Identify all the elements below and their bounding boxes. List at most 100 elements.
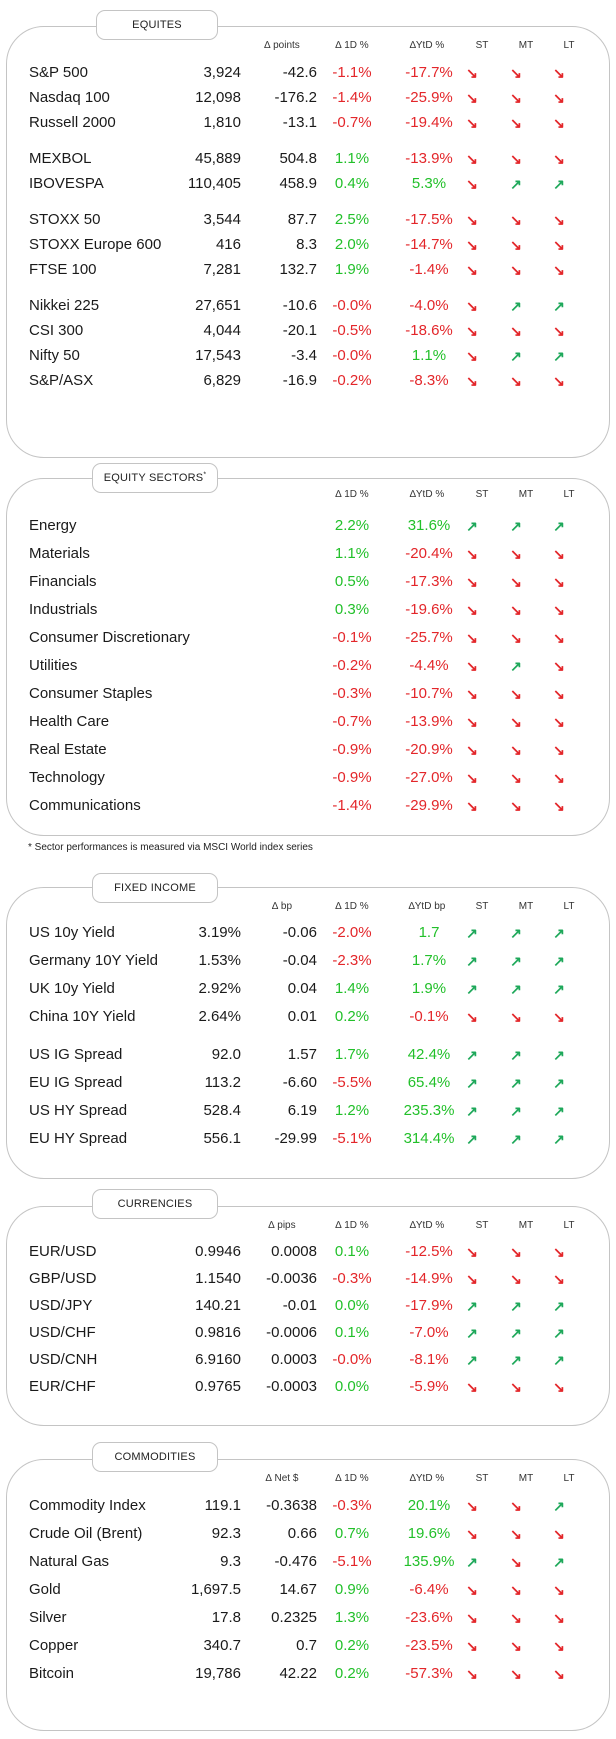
row-name: S&P 500 <box>29 64 88 81</box>
col-header-st: ST <box>475 40 489 51</box>
row-change: -0.01 <box>282 1297 317 1314</box>
trend-down-arrow-icon: ↘ <box>466 65 478 81</box>
section-title-currencies: CURRENCIES <box>92 1189 218 1219</box>
row-change-1d: 0.2% <box>334 1637 370 1654</box>
row-change-1d: 1.3% <box>334 1609 370 1626</box>
row-value: 1.53% <box>198 952 241 969</box>
row-change-ytd: -8.3% <box>409 372 449 389</box>
row-value: 6.9160 <box>195 1351 241 1368</box>
trend-up-arrow-icon: ↗ <box>510 1047 522 1063</box>
row-name: EUR/USD <box>29 1243 97 1260</box>
trend-down-arrow-icon: ↘ <box>553 115 565 131</box>
trend-down-arrow-icon: ↘ <box>553 90 565 106</box>
trend-up-arrow-icon: ↗ <box>466 1554 478 1570</box>
row-value: 340.7 <box>203 1637 241 1654</box>
table-row: Industrials 0.3% -19.6% ↘ ↘ ↘ <box>7 600 609 620</box>
row-change-1d: -2.3% <box>332 952 372 969</box>
trend-down-arrow-icon: ↘ <box>466 1271 478 1287</box>
row-change-1d: -0.5% <box>332 322 372 339</box>
row-name: GBP/USD <box>29 1270 97 1287</box>
row-value: 3.19% <box>198 924 241 941</box>
table-row: Consumer Discretionary -0.1% -25.7% ↘ ↘ ↘ <box>7 628 609 648</box>
trend-up-arrow-icon: ↗ <box>553 925 565 941</box>
row-change-ytd: 42.4% <box>407 1046 451 1063</box>
row-change-1d: -2.0% <box>332 924 372 941</box>
col-header-change: ∆ pips <box>268 1220 296 1231</box>
row-change-ytd: -20.9% <box>405 741 453 758</box>
table-row: Commodity Index 119.1 -0.3638 -0.3% 20.1% ↘ ↘ ↗ <box>7 1496 609 1516</box>
row-name: Health Care <box>29 713 110 730</box>
row-change-ytd: 235.3% <box>403 1102 455 1119</box>
row-change: 0.66 <box>287 1525 317 1542</box>
trend-down-arrow-icon: ↘ <box>510 574 522 590</box>
row-name: EU IG Spread <box>29 1074 123 1091</box>
row-change-ytd: -14.9% <box>405 1270 453 1287</box>
row-change: 0.04 <box>287 980 317 997</box>
trend-down-arrow-icon: ↘ <box>466 658 478 674</box>
trend-down-arrow-icon: ↘ <box>553 1009 565 1025</box>
trend-up-arrow-icon: ↗ <box>510 1103 522 1119</box>
row-value: 27,651 <box>195 297 241 314</box>
table-row: STOXX Europe 600 416 8.3 2.0% -14.7% ↘ ↘ ↘ <box>7 235 609 255</box>
trend-down-arrow-icon: ↘ <box>553 1244 565 1260</box>
trend-down-arrow-icon: ↘ <box>553 770 565 786</box>
section-title-commodities: COMMODITIES <box>92 1442 218 1472</box>
table-row: Financials 0.5% -17.3% ↘ ↘ ↘ <box>7 572 609 592</box>
trend-up-arrow-icon: ↗ <box>466 1298 478 1314</box>
row-change-ytd: -10.7% <box>405 685 453 702</box>
table-row: Technology -0.9% -27.0% ↘ ↘ ↘ <box>7 768 609 788</box>
col-header-mt: MT <box>518 1220 534 1231</box>
row-change-1d: 0.4% <box>334 175 370 192</box>
trend-down-arrow-icon: ↘ <box>510 262 522 278</box>
row-value: 12,098 <box>195 89 241 106</box>
trend-down-arrow-icon: ↘ <box>510 65 522 81</box>
row-change: -0.04 <box>282 952 317 969</box>
row-change-ytd: 65.4% <box>407 1074 451 1091</box>
trend-down-arrow-icon: ↘ <box>510 323 522 339</box>
trend-down-arrow-icon: ↘ <box>466 1009 478 1025</box>
trend-up-arrow-icon: ↗ <box>553 1298 565 1314</box>
trend-up-arrow-icon: ↗ <box>466 1131 478 1147</box>
trend-up-arrow-icon: ↗ <box>510 1131 522 1147</box>
row-value: 113.2 <box>204 1074 241 1091</box>
table-row: Nikkei 225 27,651 -10.6 -0.0% -4.0% ↘ ↗ ↗ <box>7 296 609 316</box>
row-change-1d: -0.2% <box>332 372 372 389</box>
row-change-ytd: -6.4% <box>409 1581 449 1598</box>
trend-up-arrow-icon: ↗ <box>510 518 522 534</box>
row-name: Commodity Index <box>29 1497 146 1514</box>
col-header-mt: MT <box>518 489 534 500</box>
row-change-ytd: -17.5% <box>405 211 453 228</box>
trend-down-arrow-icon: ↘ <box>553 1666 565 1682</box>
row-change-1d: 0.1% <box>334 1324 370 1341</box>
row-change: -0.476 <box>274 1553 317 1570</box>
section-title-sectors: EQUITY SECTORS* <box>92 463 218 493</box>
trend-up-arrow-icon: ↗ <box>553 1103 565 1119</box>
row-name: Industrials <box>29 601 98 618</box>
row-change-ytd: -8.1% <box>409 1351 449 1368</box>
trend-down-arrow-icon: ↘ <box>466 630 478 646</box>
trend-up-arrow-icon: ↗ <box>466 953 478 969</box>
row-change-1d: -0.3% <box>332 685 372 702</box>
trend-up-arrow-icon: ↗ <box>466 518 478 534</box>
trend-down-arrow-icon: ↘ <box>510 798 522 814</box>
row-name: Energy <box>29 517 77 534</box>
trend-down-arrow-icon: ↘ <box>466 298 478 314</box>
table-row: Crude Oil (Brent) 92.3 0.66 0.7% 19.6% ↘ ↘ ↘ <box>7 1524 609 1544</box>
sectors-footnote: * Sector performances is measured via MS… <box>28 842 313 853</box>
trend-up-arrow-icon: ↗ <box>510 348 522 364</box>
trend-up-arrow-icon: ↗ <box>553 176 565 192</box>
row-value: 19,786 <box>195 1665 241 1682</box>
table-row: EU IG Spread 113.2 -6.60 -5.5% 65.4% ↗ ↗ ↗ <box>7 1073 609 1093</box>
fixed-income-panel: ∆ bp ∆ 1D % ∆YtD bp ST MT LT US 10y Yiel… <box>6 887 610 1179</box>
row-name: MEXBOL <box>29 150 92 167</box>
row-change-1d: 0.9% <box>334 1581 370 1598</box>
row-name: Germany 10Y Yield <box>29 952 158 969</box>
row-value: 528.4 <box>203 1102 241 1119</box>
row-change-ytd: 19.6% <box>407 1525 451 1542</box>
row-value: 110,405 <box>187 175 241 192</box>
table-row: EUR/CHF 0.9765 -0.0003 0.0% -5.9% ↘ ↘ ↘ <box>7 1377 609 1397</box>
trend-up-arrow-icon: ↗ <box>553 1554 565 1570</box>
row-change-ytd: -17.7% <box>405 64 453 81</box>
row-change: 0.0003 <box>271 1351 317 1368</box>
table-row: Bitcoin 19,786 42.22 0.2% -57.3% ↘ ↘ ↘ <box>7 1664 609 1684</box>
